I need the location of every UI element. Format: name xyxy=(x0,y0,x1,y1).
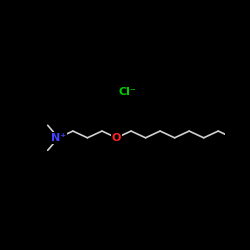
Text: N⁺: N⁺ xyxy=(51,133,66,143)
Text: Cl⁻: Cl⁻ xyxy=(118,86,136,97)
Text: O: O xyxy=(112,133,121,143)
